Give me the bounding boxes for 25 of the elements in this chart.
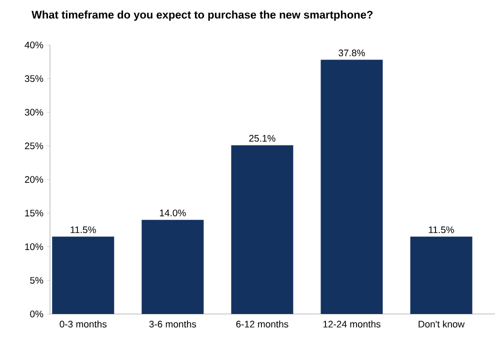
x-tick-label: 3-6 months xyxy=(149,320,196,328)
y-tick-label: 35% xyxy=(24,75,44,82)
bar xyxy=(142,220,204,314)
y-tick-label: 0% xyxy=(30,310,44,318)
bar xyxy=(320,60,383,314)
x-tick-label: 0-3 months xyxy=(60,320,107,328)
bar xyxy=(231,145,294,314)
bar xyxy=(410,236,472,314)
y-tick-label: 10% xyxy=(25,243,44,250)
chart-title: What timeframe do you expect to purchase the new smartphone? xyxy=(32,10,373,21)
data-label: 25.1% xyxy=(249,134,276,142)
y-tick-label: 15% xyxy=(25,210,44,216)
data-label: 11.5% xyxy=(428,226,454,234)
x-tick-label: Don't know xyxy=(418,320,465,328)
y-tick-label: 40% xyxy=(24,42,44,48)
data-label: 14.0% xyxy=(160,210,186,216)
y-tick-label: 5% xyxy=(30,277,44,284)
data-label: 37.8% xyxy=(338,50,365,56)
data-label: 11.5% xyxy=(70,226,96,234)
bar xyxy=(52,236,114,314)
y-tick-label: 25% xyxy=(24,142,44,150)
x-tick-label: 12-24 months xyxy=(323,320,380,328)
y-tick-label: 20% xyxy=(24,176,44,183)
x-tick-label: 6-12 months xyxy=(236,320,288,328)
y-tick-label: 30% xyxy=(24,108,44,116)
